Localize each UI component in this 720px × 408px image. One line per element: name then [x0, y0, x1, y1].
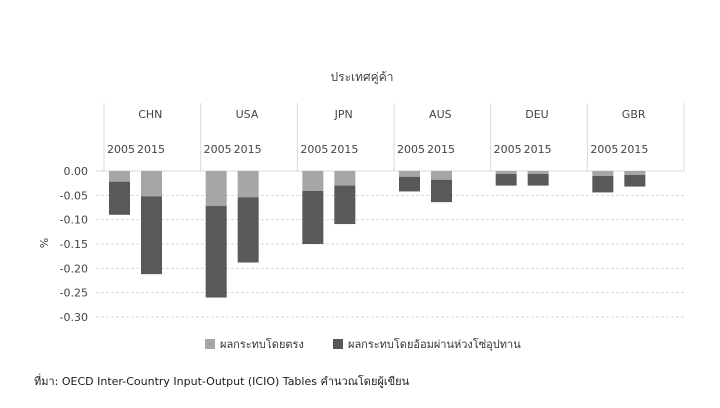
source-note: ที่มา: OECD Inter-Country Input-Output (…	[34, 375, 410, 388]
year-label: 2005	[397, 143, 425, 156]
bar-direct	[334, 171, 356, 186]
y-tick-label: -0.20	[60, 262, 88, 275]
bar-indirect	[592, 175, 614, 193]
bar-direct	[399, 171, 420, 177]
bar-indirect	[237, 197, 259, 263]
group-label: AUS	[429, 108, 452, 121]
year-label: 2015	[524, 143, 552, 156]
group-label: DEU	[525, 108, 548, 121]
year-label: 2015	[620, 143, 648, 156]
year-label: 2015	[234, 143, 262, 156]
legend-swatch-indirect	[333, 339, 343, 349]
year-label: 2005	[107, 143, 135, 156]
bar-indirect	[334, 185, 356, 225]
bar-direct	[624, 171, 646, 175]
bar-direct	[141, 171, 162, 197]
bar-indirect	[302, 190, 324, 244]
y-tick-label: -0.25	[60, 287, 88, 300]
y-tick-label: -0.30	[60, 311, 88, 324]
y-axis-label: %	[38, 238, 51, 248]
bar-indirect	[205, 206, 227, 298]
bar-indirect	[399, 176, 420, 192]
y-tick-label: -0.15	[60, 238, 88, 251]
bar-indirect	[431, 179, 452, 203]
bar-indirect	[109, 181, 130, 215]
bar-direct	[109, 171, 130, 182]
year-label: 2005	[494, 143, 522, 156]
y-tick-label: -0.10	[60, 214, 88, 227]
bar-direct	[527, 171, 549, 174]
bar-indirect	[527, 173, 549, 186]
group-label: USA	[236, 108, 259, 121]
bar-indirect	[141, 196, 162, 275]
chart-title: ประเทศคู่ค้า	[331, 70, 394, 85]
year-label: 2015	[330, 143, 358, 156]
bar-direct	[237, 171, 259, 198]
group-label: JPN	[334, 108, 353, 121]
year-label: 2005	[300, 143, 328, 156]
y-tick-label: -0.05	[60, 189, 88, 202]
bar-direct	[592, 171, 614, 176]
bar-indirect	[624, 174, 646, 187]
year-label: 2015	[427, 143, 455, 156]
legend-label-indirect: ผลกระทบโดยอ้อมผ่านห่วงโซ่อุปทาน	[348, 337, 521, 351]
legend-label-direct: ผลกระทบโดยตรง	[220, 337, 304, 351]
y-tick-label: 0.00	[64, 165, 89, 178]
bar-indirect	[495, 173, 517, 186]
year-label: 2005	[204, 143, 232, 156]
bar-direct	[302, 171, 324, 191]
legend-swatch-direct	[205, 339, 215, 349]
year-label: 2015	[137, 143, 165, 156]
year-label: 2005	[590, 143, 618, 156]
bar-direct	[495, 171, 517, 174]
group-label: GBR	[622, 108, 646, 121]
bar-direct	[431, 171, 452, 180]
bar-direct	[205, 171, 227, 207]
group-label: CHN	[138, 108, 162, 121]
